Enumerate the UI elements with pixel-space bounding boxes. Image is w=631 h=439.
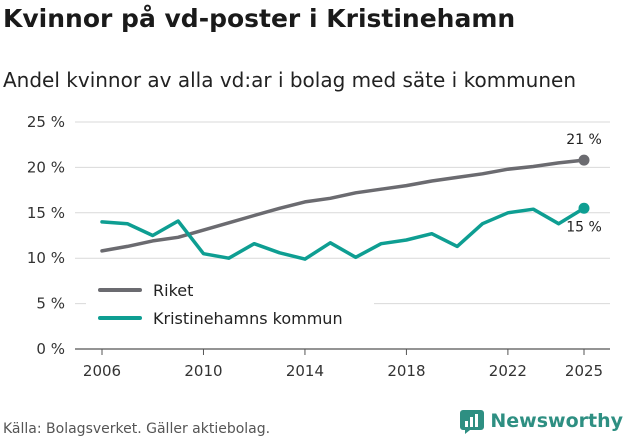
legend-label-riket: Riket [153, 281, 193, 300]
riket-line [100, 158, 586, 253]
chart-title: Kvinnor på vd-poster i Kristinehamn [3, 4, 516, 33]
kommun-line [100, 206, 586, 261]
x-tick-label: 2006 [83, 362, 121, 380]
newsworthy-logo-icon [460, 410, 485, 434]
y-tick-label: 15 % [27, 204, 65, 222]
x-tick-label: 2014 [286, 362, 324, 380]
brand-logo: Newsworthy [459, 408, 623, 434]
legend-label-kommun: Kristinehamns kommun [153, 309, 343, 328]
legend: Riket Kristinehamns kommun [86, 274, 374, 336]
x-axis-ticks: 2006 2010 2014 2018 2022 2025 [83, 349, 603, 380]
x-tick-label: 2025 [565, 362, 603, 380]
y-tick-label: 10 % [27, 249, 65, 267]
x-tick-label: 2022 [489, 362, 527, 380]
line-chart: 0 %5 %10 %15 %20 %25 % 2006 2010 2014 2018 2… [27, 113, 610, 380]
kommun-end-marker [578, 202, 590, 214]
y-tick-label: 25 % [27, 113, 65, 131]
riket-end-marker [578, 154, 590, 166]
x-tick-label: 2018 [387, 362, 425, 380]
y-tick-label: 5 % [36, 295, 65, 313]
end-markers: 21 % 15 % [566, 132, 602, 235]
series-lines [100, 158, 586, 261]
kommun-end-label: 15 % [566, 219, 602, 235]
riket-end-label: 21 % [566, 132, 602, 148]
legend-background [86, 274, 374, 336]
y-tick-label: 20 % [27, 158, 65, 176]
chart-subtitle: Andel kvinnor av alla vd:ar i bolag med … [3, 68, 576, 92]
brand-name: Newsworthy [490, 410, 623, 432]
y-axis-ticks: 0 % 5 % 10 % 15 % 20 % 25 % [27, 113, 65, 358]
y-tick-label: 0 % [36, 340, 65, 358]
x-tick-label: 2010 [184, 362, 222, 380]
gridlines [75, 121, 610, 350]
source-note: Källa: Bolagsverket. Gäller aktiebolag. [3, 421, 271, 437]
